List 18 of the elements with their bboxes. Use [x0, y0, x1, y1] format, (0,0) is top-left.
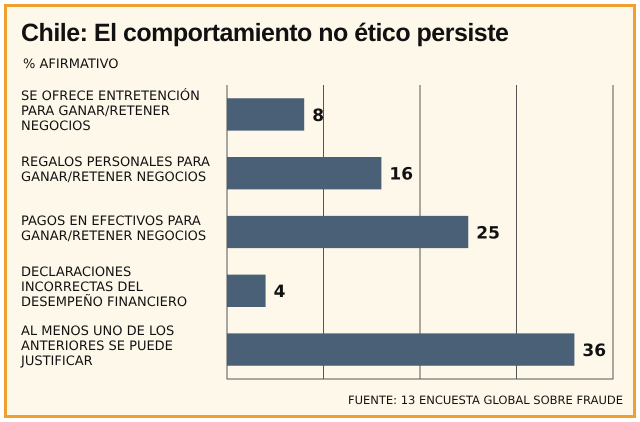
- y-tick-label: DECLARACIONES INCORRECTAS DEL DESEMPEÑO FINANCIERO: [21, 265, 188, 310]
- bar: [228, 157, 382, 190]
- bar: [228, 333, 574, 366]
- chart-title: Chile: El comportamiento no ético persiste: [21, 19, 508, 48]
- text: % AFIRMATIVO: [23, 57, 118, 72]
- y-tick-label: PAGOS EN EFECTIVOS PARA GANAR/RETENER NEGOCIOS: [21, 214, 208, 244]
- bar: [228, 274, 266, 307]
- bar: [228, 98, 304, 131]
- data-label: 25: [476, 223, 500, 244]
- data-label: 36: [582, 341, 606, 362]
- data-label: 4: [274, 282, 286, 302]
- bar: [228, 216, 468, 248]
- source-note: FUENTE: 13 ENCUESTA GLOBAL SOBRE FRAUDE: [348, 393, 623, 407]
- data-label: 8: [312, 106, 324, 126]
- y-tick-label: SE OFRECE ENTRETENCIÓN PARA GANAR/RETENER NEGOCIOS: [21, 88, 201, 134]
- y-tick-label: AL MENOS UNO DE LOS ANTERIORES SE PUEDE JUSTIFICAR: [21, 324, 176, 370]
- data-label: 16: [389, 164, 414, 185]
- y-tick-label: REGALOS PERSONALES PARA GANAR/RETENER NEGOCIOS: [21, 155, 211, 186]
